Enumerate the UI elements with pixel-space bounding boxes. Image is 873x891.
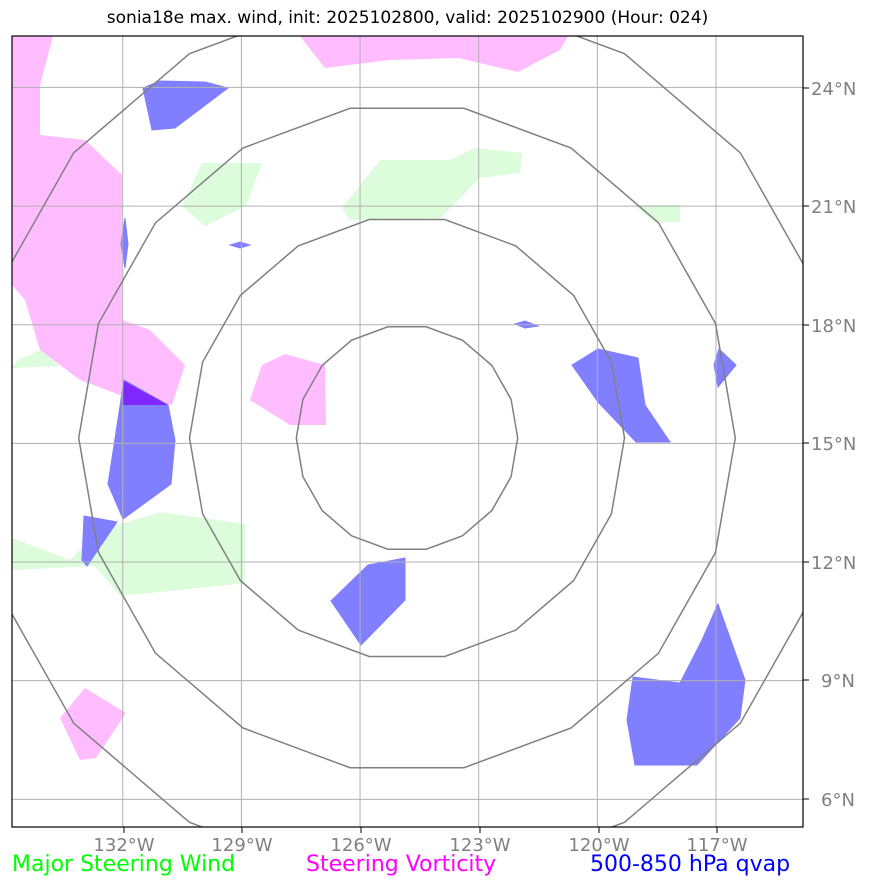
legend-steering-wind: Major Steering Wind xyxy=(12,852,236,877)
qvap-area xyxy=(120,217,129,269)
vorticity-area xyxy=(12,36,185,405)
legend-qvap: 500-850 hPa qvap xyxy=(590,852,791,877)
range-ring xyxy=(12,36,803,827)
plot-area xyxy=(12,36,803,827)
lon-tick-label: 123°W xyxy=(449,835,510,856)
lat-tick-label: 12°N xyxy=(811,553,856,574)
lat-tick-label: 15°N xyxy=(811,434,856,455)
range-ring xyxy=(295,326,519,550)
range-ring xyxy=(77,107,737,769)
wind-area xyxy=(12,350,60,368)
qvap-area xyxy=(330,557,406,646)
wind-area xyxy=(182,163,262,226)
lon-tick-label: 126°W xyxy=(330,835,391,856)
qvap-area xyxy=(713,348,737,389)
qvap-area xyxy=(228,241,252,249)
wind-area xyxy=(634,205,680,222)
qvap-area xyxy=(142,80,230,131)
lat-tick-label: 6°N xyxy=(821,790,855,811)
lat-tick-label: 9°N xyxy=(821,671,855,692)
map-frame xyxy=(11,35,804,828)
lat-tick-label: 21°N xyxy=(811,197,856,218)
range-ring xyxy=(188,218,626,658)
overlap-area xyxy=(122,381,168,405)
vorticity-area xyxy=(300,36,568,72)
qvap-area xyxy=(626,602,746,766)
lon-axis: 132°W 129°W 126°W 123°W 120°W 117°W xyxy=(93,827,748,856)
steering-vorticity-areas xyxy=(12,36,568,760)
range-rings xyxy=(12,36,803,827)
lon-tick-label: 117°W xyxy=(686,835,747,856)
lon-tick-label: 120°W xyxy=(568,835,629,856)
lat-tick-label: 18°N xyxy=(811,316,856,337)
wind-area xyxy=(12,512,245,596)
steering-wind-areas xyxy=(12,148,680,596)
lat-tick-label: 24°N xyxy=(811,79,856,100)
legend-steering-vorticity: Steering Vorticity xyxy=(306,852,497,877)
wind-area xyxy=(342,148,522,220)
gridlines xyxy=(12,36,803,827)
map-title: sonia18e max. wind, init: 2025102800, va… xyxy=(106,8,709,28)
qvap-area xyxy=(81,515,118,567)
qvap-area xyxy=(571,348,671,443)
lon-tick-label: 129°W xyxy=(211,835,272,856)
lat-axis: 24°N 21°N 18°N 15°N 12°N 9°N 6°N xyxy=(803,79,856,811)
vorticity-area xyxy=(250,354,326,425)
lon-tick-label: 132°W xyxy=(93,835,154,856)
vorticity-area xyxy=(60,688,126,760)
